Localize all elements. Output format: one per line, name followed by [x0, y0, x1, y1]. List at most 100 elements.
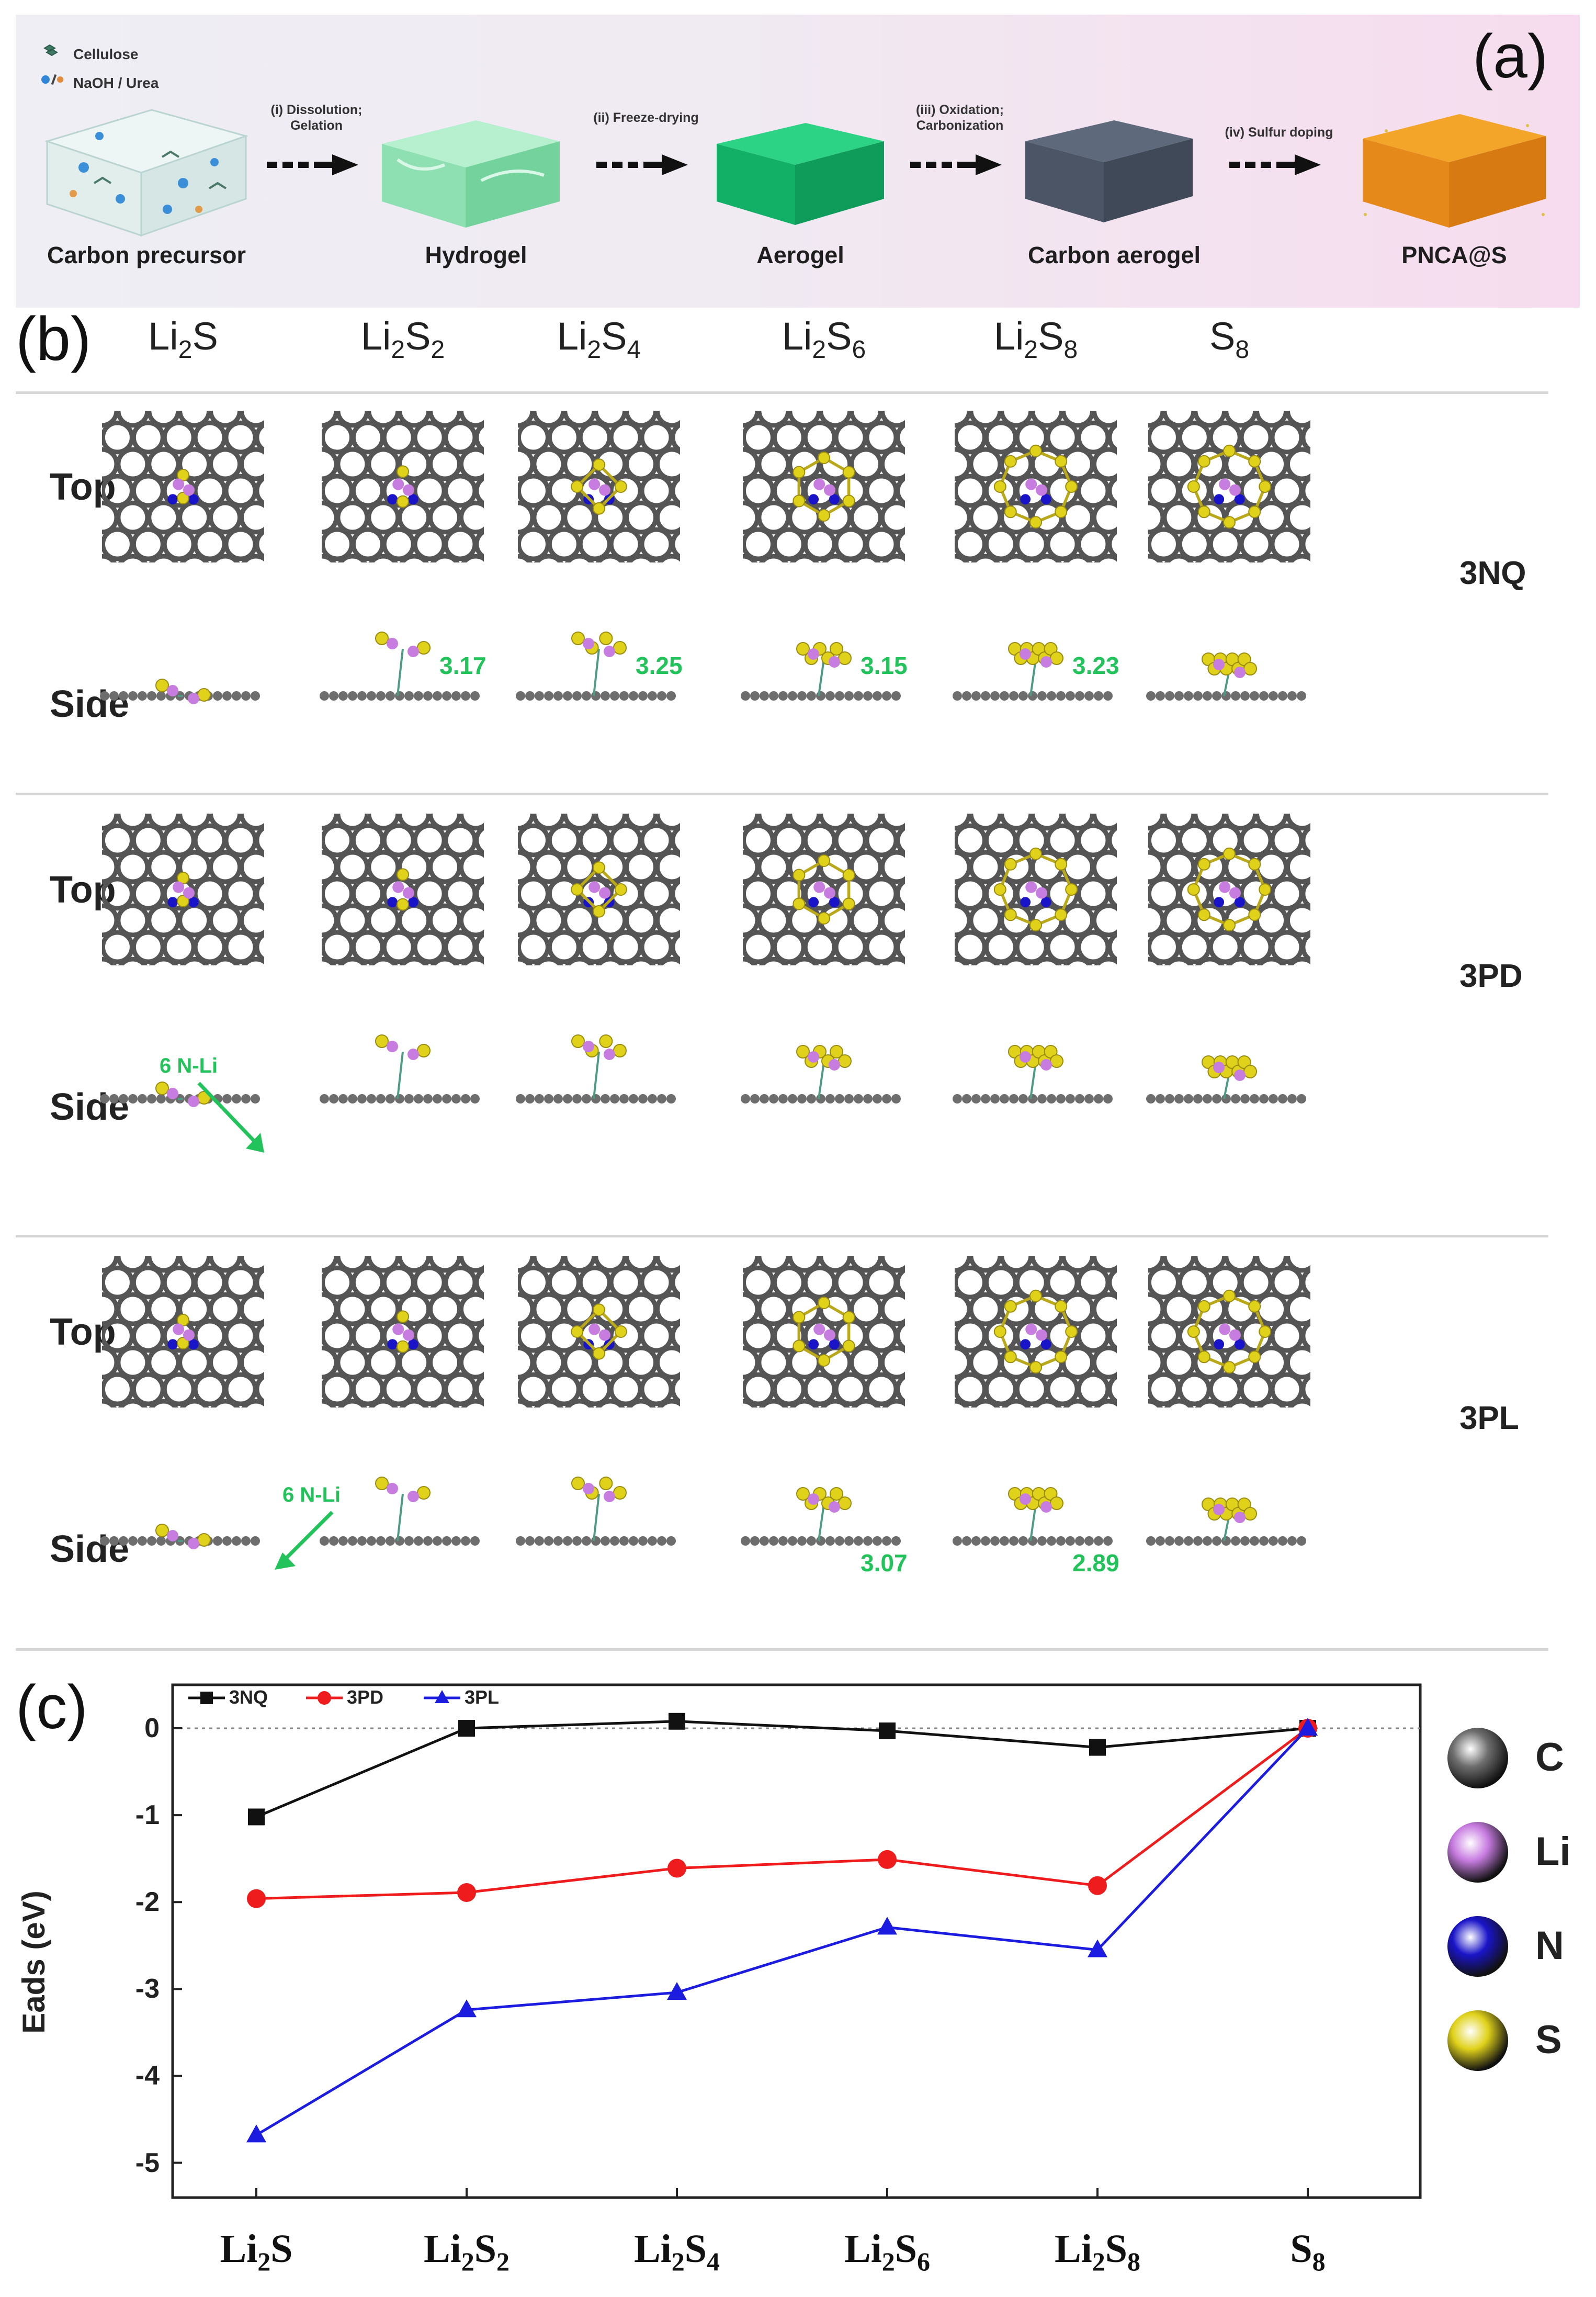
group-label-3pd: 3PD	[1459, 958, 1523, 995]
y-tick-label: 0	[118, 1713, 160, 1744]
legend-naoh-urea: NaOH / Urea	[73, 75, 159, 92]
top-view-structure	[955, 814, 1117, 965]
figure-page: (a) Cellulose NaOH / Urea	[0, 0, 1596, 2297]
step-arrow-2-icon	[594, 152, 698, 178]
group-label-3nq: 3NQ	[1459, 555, 1526, 592]
top-view-structure	[102, 814, 264, 965]
panel-b-letter: (b)	[16, 303, 91, 375]
column-header-2: Li2S4	[513, 314, 685, 364]
side-view-slab	[100, 1536, 260, 1546]
side-view-structure	[952, 1442, 1119, 1562]
top-view-structure	[322, 411, 484, 562]
column-header-1: Li2S2	[316, 314, 489, 364]
side-view-molecule	[1009, 643, 1063, 668]
step-3-label: (iii) Oxidation; Carbonization	[892, 102, 1028, 133]
atom-sphere-c-icon	[1444, 1724, 1512, 1792]
legend-label-3nq: 3NQ	[229, 1686, 268, 1708]
side-view-molecule	[156, 679, 210, 704]
stage-carbon-precursor: Carbon precursor	[5, 242, 288, 269]
annotation-3pl-n-li: 6 N-Li	[282, 1483, 341, 1507]
bond-distance-label: 2.89	[1072, 1549, 1119, 1577]
data-point-3nq	[879, 1722, 896, 1739]
top-view-structure	[955, 1256, 1117, 1408]
side-view-structure	[740, 999, 908, 1120]
data-point-3nq	[458, 1720, 475, 1737]
legend-label-3pl: 3PL	[465, 1686, 499, 1708]
atom-label-c: C	[1535, 1735, 1564, 1780]
side-view-molecule	[1202, 1056, 1257, 1081]
side-view-slab	[100, 691, 260, 701]
series-line-3pl	[256, 1728, 1308, 2135]
group-label-3pl: 3PL	[1459, 1400, 1519, 1437]
legend-marker	[318, 1691, 331, 1705]
atom-sphere-n-icon	[1444, 1912, 1512, 1980]
side-view-structure	[1146, 1442, 1313, 1562]
bond-distance-label: 3.07	[861, 1549, 908, 1577]
data-point-3pd	[457, 1883, 476, 1902]
data-point-3pd	[1088, 1876, 1107, 1895]
top-view-structure	[518, 1256, 680, 1408]
y-tick-label: -5	[118, 2147, 160, 2179]
top-view-structure	[1148, 411, 1310, 562]
data-point-3pd	[667, 1859, 686, 1877]
side-view-slab	[320, 1052, 480, 1104]
hydrogel-block-icon	[377, 118, 565, 233]
side-view-molecule	[1009, 1488, 1063, 1513]
side-view-structure	[515, 999, 683, 1120]
data-point-3pl	[246, 2124, 266, 2142]
stage-carbon-aerogel: Carbon aerogel	[973, 242, 1255, 269]
side-view-structure	[1146, 999, 1313, 1120]
top-view-structure	[518, 411, 680, 562]
column-header-4: Li2S8	[949, 314, 1122, 364]
y-tick-label: -2	[118, 1886, 160, 1918]
bond-distance-label: 3.25	[636, 651, 683, 680]
atom-label-s: S	[1535, 2017, 1562, 2063]
stage-pnca-s: PNCA@S	[1313, 242, 1595, 269]
atom-label-n: N	[1535, 1923, 1564, 1968]
series-line-3nq	[256, 1721, 1308, 1817]
y-tick-label: -4	[118, 2060, 160, 2091]
step-arrow-3-icon	[908, 152, 1012, 178]
x-tick-label: Li2S8	[1019, 2226, 1176, 2277]
side-view-structure	[1146, 596, 1313, 717]
side-view-structure	[99, 1442, 267, 1562]
bond-distance-label: 3.15	[861, 651, 908, 680]
data-point-3nq	[248, 1808, 265, 1825]
aerogel-block-icon	[711, 120, 889, 230]
annotation-3pl-arrow-icon	[267, 1510, 340, 1578]
data-point-3nq	[669, 1713, 685, 1730]
legend-marker	[200, 1692, 213, 1704]
carbon-aerogel-block-icon	[1020, 118, 1198, 228]
naoh-urea-icon	[41, 74, 63, 85]
side-view-slab	[953, 1062, 1113, 1104]
data-point-3pl	[877, 1917, 897, 1934]
legend-cellulose: Cellulose	[73, 46, 138, 63]
adsorption-energy-chart	[0, 1664, 1596, 2297]
side-view-molecule	[1009, 1045, 1063, 1071]
side-view-structure	[515, 1442, 683, 1562]
top-view-structure	[743, 814, 905, 965]
bond-distance-label: 3.23	[1072, 651, 1119, 680]
stage-hydrogel: Hydrogel	[335, 242, 617, 269]
side-view-molecule	[1202, 1498, 1257, 1523]
column-header-5: S8	[1143, 314, 1316, 364]
data-point-3pd	[878, 1850, 897, 1869]
x-tick-label: Li2S	[178, 2226, 335, 2277]
separator-line	[16, 1235, 1548, 1237]
top-view-structure	[743, 1256, 905, 1408]
side-view-structure	[740, 1442, 908, 1562]
separator-line	[16, 793, 1548, 795]
stage-aerogel: Aerogel	[659, 242, 942, 269]
step-arrow-4-icon	[1227, 152, 1331, 178]
side-view-structure	[319, 1442, 486, 1562]
side-view-molecule	[1202, 653, 1257, 678]
series-line-3pd	[256, 1728, 1308, 1899]
separator-line	[16, 1648, 1548, 1651]
side-view-slab	[741, 1062, 901, 1104]
top-view-structure	[1148, 814, 1310, 965]
pnca-s-block-icon	[1355, 110, 1554, 235]
side-view-molecule	[156, 1524, 210, 1549]
annotation-3pd-arrow-icon	[194, 1080, 272, 1159]
side-view-slab	[320, 1494, 480, 1546]
side-view-slab	[516, 1052, 676, 1104]
